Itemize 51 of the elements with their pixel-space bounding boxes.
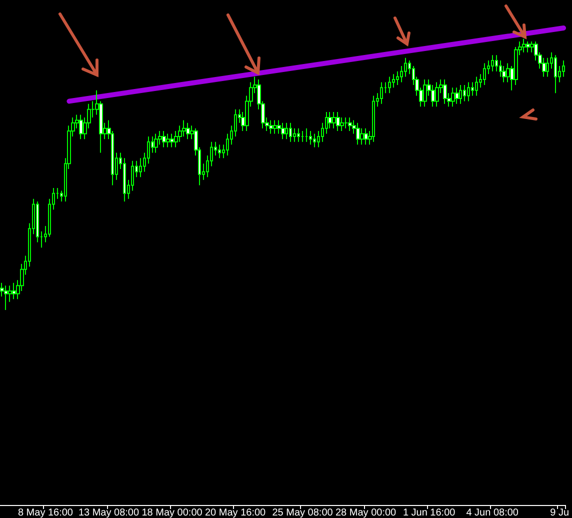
x-tick-label: 1 Jun 16:00	[402, 508, 456, 518]
candlestick	[455, 87, 459, 104]
candlestick	[463, 84, 466, 102]
x-tick-label: 4 Jun 08:00	[466, 508, 519, 518]
candlestick	[170, 133, 174, 148]
candlestick	[79, 114, 83, 140]
candlestick	[313, 133, 316, 148]
candlestick	[526, 41, 530, 53]
x-tick-label: 9 Ju	[550, 508, 570, 518]
candlestick	[372, 95, 375, 142]
x-tick-label: 28 May 00:00	[335, 508, 397, 518]
candlestick	[380, 82, 383, 104]
candlestick	[451, 87, 455, 108]
candlestick	[467, 82, 470, 102]
candlestick	[356, 122, 360, 146]
candlestick	[459, 84, 462, 104]
candlestick	[348, 116, 352, 132]
candlestick	[281, 122, 285, 140]
x-tick-label: 25 May 08:00	[272, 508, 334, 518]
candlestick	[297, 128, 300, 142]
candlestick	[483, 62, 486, 86]
candlestick	[218, 144, 221, 159]
candlestick	[491, 54, 494, 72]
candlestick	[336, 112, 340, 132]
candlestick	[344, 116, 348, 129]
x-tick-label: 18 May 00:00	[142, 508, 203, 518]
candlestick	[12, 282, 16, 300]
candlestick	[522, 38, 526, 53]
candlestick	[166, 133, 170, 148]
candlestick	[285, 122, 288, 140]
candlestick	[4, 285, 8, 310]
candlestick	[554, 54, 557, 94]
candlestick	[154, 133, 158, 154]
x-tick-label: 8 May 16:00	[18, 508, 74, 518]
candlestick	[435, 82, 439, 108]
candlestick	[443, 79, 447, 104]
candlestick	[289, 122, 292, 142]
candlestick	[475, 76, 478, 96]
candlestick	[301, 130, 304, 142]
candlestick	[388, 76, 391, 94]
x-tick-label: 13 May 08:00	[78, 508, 140, 518]
candlestick	[332, 112, 336, 129]
candlestick	[186, 122, 190, 140]
candlestick	[162, 130, 166, 148]
candlestick	[364, 128, 368, 146]
candlestick	[269, 120, 273, 134]
x-tick-label: 20 May 16:00	[204, 508, 266, 518]
candlestick	[305, 128, 308, 142]
candlestick	[309, 130, 312, 146]
candlestick	[273, 120, 277, 134]
candlestick	[423, 79, 427, 108]
